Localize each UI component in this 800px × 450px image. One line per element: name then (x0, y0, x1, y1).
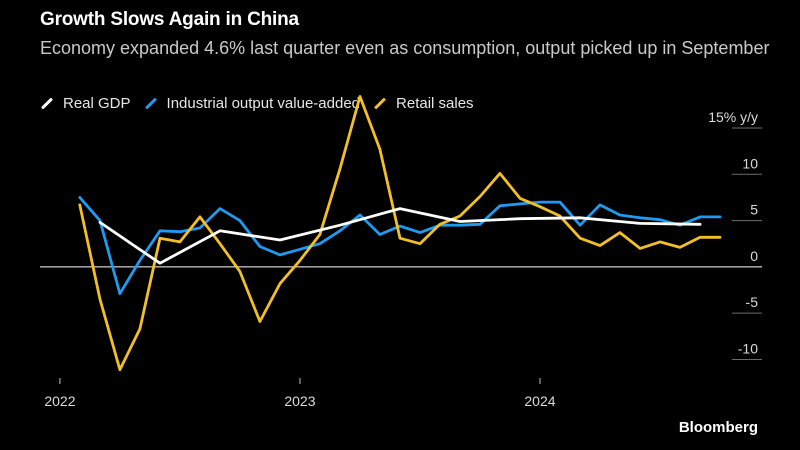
data-point-retail-sales-22 (519, 197, 521, 199)
data-point-industrial-output-value-added-8 (239, 219, 241, 221)
data-point-industrial-output-value-added-22 (519, 203, 521, 205)
data-point-retail-sales-31 (699, 236, 701, 238)
data-point-industrial-output-value-added-11 (299, 248, 301, 250)
legend-item-retail-sales: Retail sales (373, 95, 474, 112)
y-tick-label-5: -10 (738, 340, 758, 356)
data-point-industrial-output-value-added-5 (179, 231, 181, 233)
data-point-industrial-output-value-added-14 (359, 214, 361, 216)
legend-label-retail-sales: Retail sales (396, 95, 474, 112)
data-point-retail-sales-13 (339, 168, 341, 170)
y-tick-label-1: 10 (742, 155, 758, 171)
chart-subtitle: Economy expanded 4.6% last quarter even … (40, 38, 770, 58)
data-point-retail-sales-15 (379, 148, 381, 150)
data-point-real-gdp-4 (339, 224, 341, 226)
data-point-real-gdp-9 (639, 222, 641, 224)
data-point-industrial-output-value-added-19 (459, 224, 461, 226)
data-point-industrial-output-value-added-2 (119, 293, 121, 295)
data-point-retail-sales-8 (239, 270, 241, 272)
data-point-retail-sales-0 (79, 204, 81, 206)
data-point-industrial-output-value-added-31 (699, 216, 701, 218)
x-tick-label-0: 2022 (44, 393, 75, 409)
data-point-industrial-output-value-added-9 (259, 245, 261, 247)
legend-item-industrial-output: Industrial output value-added (144, 95, 360, 112)
data-point-retail-sales-7 (219, 243, 221, 245)
data-point-real-gdp-2 (219, 230, 221, 232)
data-point-industrial-output-value-added-29 (659, 218, 661, 220)
data-point-retail-sales-5 (179, 241, 181, 243)
legend: Real GDP Industrial output value-added R… (40, 95, 487, 112)
data-point-industrial-output-value-added-0 (79, 196, 81, 198)
data-point-real-gdp-0 (99, 221, 101, 223)
data-point-retail-sales-1 (99, 298, 101, 300)
x-tick-label-1: 2023 (284, 393, 315, 409)
data-point-retail-sales-28 (639, 247, 641, 249)
data-point-industrial-output-value-added-3 (139, 259, 141, 261)
data-point-retail-sales-19 (459, 215, 461, 217)
series-line-real-gdp (98, 207, 702, 265)
data-point-industrial-output-value-added-25 (579, 224, 581, 226)
data-point-real-gdp-10 (699, 223, 701, 225)
source-logo: Bloomberg (678, 419, 758, 436)
data-point-industrial-output-value-added-20 (479, 223, 481, 225)
data-point-industrial-output-value-added-15 (379, 233, 381, 235)
data-point-real-gdp-3 (279, 239, 281, 241)
data-point-industrial-output-value-added-23 (539, 201, 541, 203)
data-point-retail-sales-6 (199, 216, 201, 218)
data-point-retail-sales-10 (279, 282, 281, 284)
data-point-industrial-output-value-added-17 (419, 231, 421, 233)
data-point-retail-sales-9 (259, 320, 261, 322)
data-point-retail-sales-18 (439, 223, 441, 225)
data-point-retail-sales-20 (479, 195, 481, 197)
data-point-real-gdp-6 (459, 220, 461, 222)
data-point-retail-sales-11 (299, 259, 301, 261)
y-tick-label-4: -5 (746, 294, 759, 310)
y-tick-label-3: 0 (750, 248, 758, 264)
data-point-retail-sales-23 (539, 206, 541, 208)
data-point-industrial-output-value-added-13 (339, 230, 341, 232)
data-point-industrial-output-value-added-6 (199, 227, 201, 229)
data-point-industrial-output-value-added-7 (219, 207, 221, 209)
data-point-industrial-output-value-added-16 (399, 225, 401, 227)
legend-item-real-gdp: Real GDP (40, 95, 131, 112)
data-point-industrial-output-value-added-10 (279, 254, 281, 256)
series-line-retail-sales (78, 95, 722, 372)
data-point-retail-sales-25 (579, 237, 581, 239)
data-point-industrial-output-value-added-12 (319, 243, 321, 245)
data-point-real-gdp-1 (159, 262, 161, 264)
legend-label-industrial-output: Industrial output value-added (166, 95, 361, 112)
data-point-retail-sales-32 (719, 236, 721, 238)
legend-label-real-gdp: Real GDP (63, 95, 131, 112)
data-point-retail-sales-2 (119, 368, 121, 370)
series-line-industrial-output-value-added (78, 195, 722, 296)
data-point-retail-sales-29 (659, 241, 661, 243)
data-point-retail-sales-12 (319, 233, 321, 235)
data-point-retail-sales-27 (619, 231, 621, 233)
data-point-industrial-output-value-added-21 (499, 205, 501, 207)
data-point-retail-sales-17 (419, 243, 421, 245)
y-tick-label-2: 5 (750, 202, 758, 218)
data-point-industrial-output-value-added-27 (619, 214, 621, 216)
data-point-retail-sales-30 (679, 246, 681, 248)
data-point-retail-sales-4 (159, 237, 161, 239)
data-point-retail-sales-14 (359, 95, 361, 97)
data-point-retail-sales-3 (139, 328, 141, 330)
data-point-retail-sales-26 (599, 244, 601, 246)
data-point-industrial-output-value-added-26 (599, 204, 601, 206)
chart-title: Growth Slows Again in China (40, 9, 299, 30)
data-point-real-gdp-7 (519, 218, 521, 220)
data-point-real-gdp-8 (579, 217, 581, 219)
x-tick-label-2: 2024 (524, 393, 555, 409)
data-point-retail-sales-21 (499, 172, 501, 174)
data-point-real-gdp-5 (399, 207, 401, 209)
data-point-industrial-output-value-added-4 (159, 230, 161, 232)
data-point-industrial-output-value-added-32 (719, 216, 721, 218)
data-point-industrial-output-value-added-28 (639, 217, 641, 219)
y-tick-label-0: 15% y/y (708, 109, 758, 125)
data-point-industrial-output-value-added-24 (559, 201, 561, 203)
data-point-retail-sales-16 (399, 237, 401, 239)
